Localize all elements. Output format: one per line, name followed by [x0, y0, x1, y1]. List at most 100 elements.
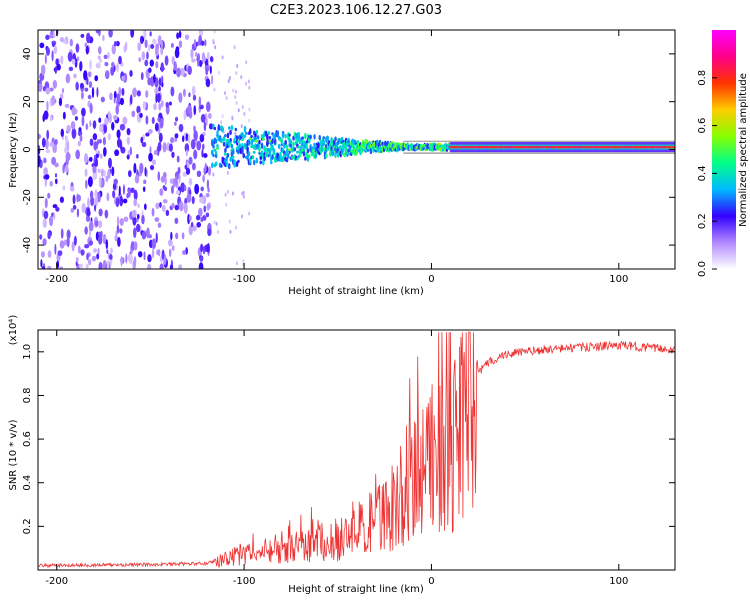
spectrogram-cell: [92, 165, 97, 174]
spectrogram-cell: [66, 236, 70, 248]
spectrogram-cell: [457, 145, 460, 149]
spectrogram-cell: [634, 145, 638, 149]
spectrogram-cell: [212, 172, 215, 177]
spectrogram-cell: [456, 145, 459, 149]
spectrogram-cell: [136, 153, 139, 159]
spectrogram-cell: [123, 216, 129, 223]
spectrogram-cell: [97, 193, 101, 203]
spectrogram-cell: [185, 133, 189, 142]
spectrogram-cell: [94, 75, 99, 82]
spectrogram-cell: [40, 64, 46, 76]
spectrogram-cell: [531, 145, 534, 149]
spectrogram-cell: [91, 255, 97, 262]
spectrogram-cell: [528, 145, 531, 149]
spectrogram-cell: [70, 121, 76, 130]
spectrogram-cell: [226, 189, 229, 194]
spectrogram-cell: [153, 103, 157, 111]
spectrogram-cell: [199, 256, 204, 262]
spectrogram-cell: [55, 58, 59, 66]
spectrogram-cell: [141, 214, 145, 225]
spectrogram-cell: [196, 170, 202, 178]
snr-series-line: [38, 331, 675, 569]
spectrogram-cell: [185, 167, 191, 175]
spectrogram-cell: [38, 155, 41, 165]
spectrogram-cell: [193, 130, 198, 142]
spectrogram-cell: [235, 71, 238, 76]
spectrogram-cell: [208, 123, 214, 130]
spectrogram-cell: [248, 85, 251, 90]
spectrogram-cell: [604, 145, 607, 149]
spectrogram-cell: [216, 229, 219, 234]
spectrogram-cell: [183, 88, 186, 98]
spectrogram-cell: [474, 145, 478, 149]
spectrogram-cell: [502, 145, 505, 149]
spectrogram-cell: [76, 208, 80, 218]
spectrogram-cell: [188, 156, 193, 165]
spectrogram-cell: [85, 215, 91, 222]
spectrogram-cell: [112, 190, 116, 199]
snr-y-label: SNR (10 * v/v): [8, 419, 19, 490]
spectrogram-cell: [625, 145, 628, 149]
spectrogram-cell: [199, 133, 205, 143]
spectrogram-cell: [527, 145, 530, 149]
spectrogram-cell: [81, 91, 84, 100]
spectrogram-cell: [236, 140, 240, 144]
spectrogram-cell: [196, 60, 200, 67]
spectrogram-cell: [301, 136, 304, 140]
spectrogram-cell: [58, 97, 63, 107]
spectrogram-cell: [237, 108, 240, 113]
spectrogram-cell: [472, 145, 475, 149]
snr-y-ticks: 0.2 0.4 0.6 0.8 1.0: [22, 344, 675, 534]
spectrogram-cell: [95, 196, 99, 207]
spectrogram-cell: [654, 145, 657, 149]
spectrogram-cell: [181, 135, 185, 143]
spectrogram-cell: [579, 145, 582, 149]
spectrogram-cell: [77, 140, 81, 147]
spectrogram-cell: [628, 145, 631, 149]
spectrogram-cell: [521, 145, 525, 149]
spectrogram-cell: [229, 129, 232, 136]
spectrogram-cell: [133, 189, 138, 201]
spectrogram-cell: [213, 30, 216, 34]
spectrogram-cell: [240, 75, 243, 80]
spectrogram-cell: [133, 241, 138, 251]
spectrogram-cell: [212, 153, 215, 158]
spectrogram-cell: [143, 30, 147, 40]
spectrogram-cell: [116, 62, 119, 73]
spectrogram-cell: [161, 249, 165, 260]
spectrogram-cell: [185, 149, 189, 157]
spectrogram-cell: [212, 145, 215, 149]
colorbar-tick-label: 0.8: [697, 70, 708, 86]
spectrogram-cell: [111, 43, 116, 55]
spectrogram-cell: [75, 149, 81, 160]
spectrogram-cell: [44, 54, 47, 65]
spectrogram-cell: [68, 66, 74, 72]
spectrogram-cell: [141, 210, 144, 216]
spectrogram-cell: [160, 176, 166, 183]
spectrogram-cell: [470, 145, 474, 149]
spectrogram-cell: [89, 103, 93, 114]
spectrogram-cell: [64, 103, 70, 108]
spectrogram-cell: [91, 87, 95, 99]
spectrogram-cell: [65, 164, 69, 174]
spectrogram-cell: [53, 212, 56, 221]
spectrogram-cell: [49, 215, 54, 227]
spectrogram-cell: [157, 141, 162, 152]
spectrogram-cell: [234, 95, 237, 100]
spectrogram-cell: [298, 140, 302, 145]
spectrogram-cell: [558, 145, 561, 149]
spectrogram-cell: [178, 201, 184, 212]
spectrogram-cell: [248, 107, 251, 112]
snr-y-tick-label: 0.8: [22, 388, 33, 404]
spectrogram-cell: [271, 153, 274, 160]
spectrogram-cell: [178, 40, 183, 48]
spectrogram-cell: [102, 234, 107, 245]
spectrogram-cell: [95, 62, 101, 69]
spectrogram-cell: [85, 123, 89, 131]
spectrogram-cell: [168, 101, 172, 106]
spectrogram-cell: [224, 192, 227, 197]
spectrogram-cell: [201, 149, 204, 158]
spectrogram-cell: [258, 145, 261, 152]
spectrogram-cell: [196, 53, 200, 63]
spectrogram-cell: [646, 145, 649, 149]
